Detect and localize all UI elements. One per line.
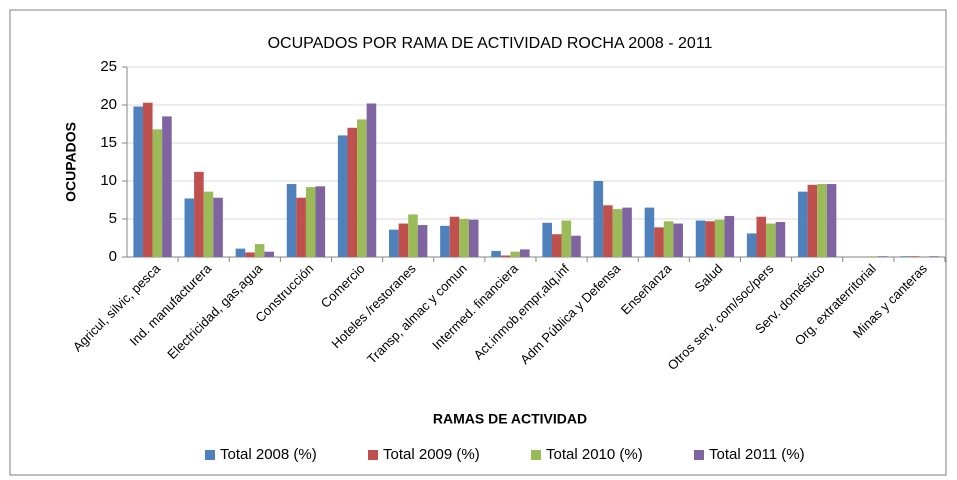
bar <box>520 249 530 257</box>
bar <box>213 197 223 257</box>
bar <box>357 119 367 257</box>
bar <box>817 184 827 257</box>
bar <box>551 234 562 257</box>
bar <box>571 235 581 257</box>
chart-title: OCUPADOS POR RAMA DE ACTIVIDAD ROCHA 200… <box>268 35 713 52</box>
bar <box>440 225 450 257</box>
bar <box>622 207 632 257</box>
bar <box>347 127 358 257</box>
bar <box>900 256 910 257</box>
y-tick-label: 10 <box>100 172 117 189</box>
bar <box>366 103 377 257</box>
bar <box>807 184 818 257</box>
bar <box>264 251 274 257</box>
x-axis-title: RAMAS DE ACTIVIDAD <box>433 411 587 427</box>
bar <box>654 227 664 257</box>
bar <box>826 184 837 257</box>
bar <box>235 248 246 257</box>
bar <box>644 207 655 257</box>
bar <box>603 205 613 257</box>
bar <box>468 219 479 257</box>
bar <box>746 233 757 257</box>
legend-swatch <box>531 450 541 460</box>
y-tick-label: 25 <box>100 58 117 75</box>
bar <box>315 186 326 257</box>
bar <box>673 223 683 257</box>
bar <box>724 215 735 257</box>
bar <box>877 256 888 257</box>
bar <box>194 171 204 257</box>
y-tick-label: 0 <box>109 248 117 265</box>
bar <box>203 191 214 257</box>
legend-label: Total 2008 (%) <box>220 446 317 463</box>
bar <box>561 220 572 257</box>
bar <box>714 219 725 257</box>
bar <box>398 223 409 257</box>
bar <box>695 220 706 257</box>
y-tick-label: 15 <box>100 134 117 151</box>
bar <box>491 250 501 257</box>
legend-label: Total 2011 (%) <box>709 446 805 463</box>
bar <box>337 135 348 257</box>
bar <box>663 221 674 257</box>
bar <box>133 106 143 258</box>
y-tick-label: 20 <box>100 96 117 113</box>
bar <box>408 214 418 257</box>
y-axis-title: OCUPADOS <box>63 122 79 202</box>
bar <box>542 222 552 257</box>
bar <box>142 102 153 257</box>
bar <box>459 219 469 257</box>
legend-swatch <box>205 450 215 460</box>
bar <box>868 256 878 257</box>
bar <box>389 229 399 257</box>
bar <box>449 216 460 257</box>
legend-swatch <box>694 450 704 460</box>
legend-swatch <box>368 450 378 460</box>
bar <box>705 221 715 257</box>
bar <box>162 116 172 258</box>
bar <box>798 191 808 257</box>
legend-label: Total 2010 (%) <box>546 446 643 463</box>
bar <box>510 251 521 257</box>
bar <box>756 216 767 257</box>
bar <box>254 244 265 257</box>
bar <box>593 181 604 257</box>
bar <box>775 222 786 257</box>
bar <box>296 197 306 257</box>
bar <box>245 252 255 257</box>
bar <box>929 256 939 257</box>
bar <box>766 223 776 257</box>
bar <box>500 255 511 257</box>
bar <box>612 209 623 257</box>
bar <box>305 187 316 257</box>
bar <box>417 225 428 257</box>
bar <box>152 129 163 257</box>
y-tick-label: 5 <box>109 210 117 227</box>
legend-label: Total 2009 (%) <box>383 446 480 463</box>
bar <box>909 256 920 257</box>
bar <box>184 198 195 257</box>
bar <box>286 184 297 257</box>
